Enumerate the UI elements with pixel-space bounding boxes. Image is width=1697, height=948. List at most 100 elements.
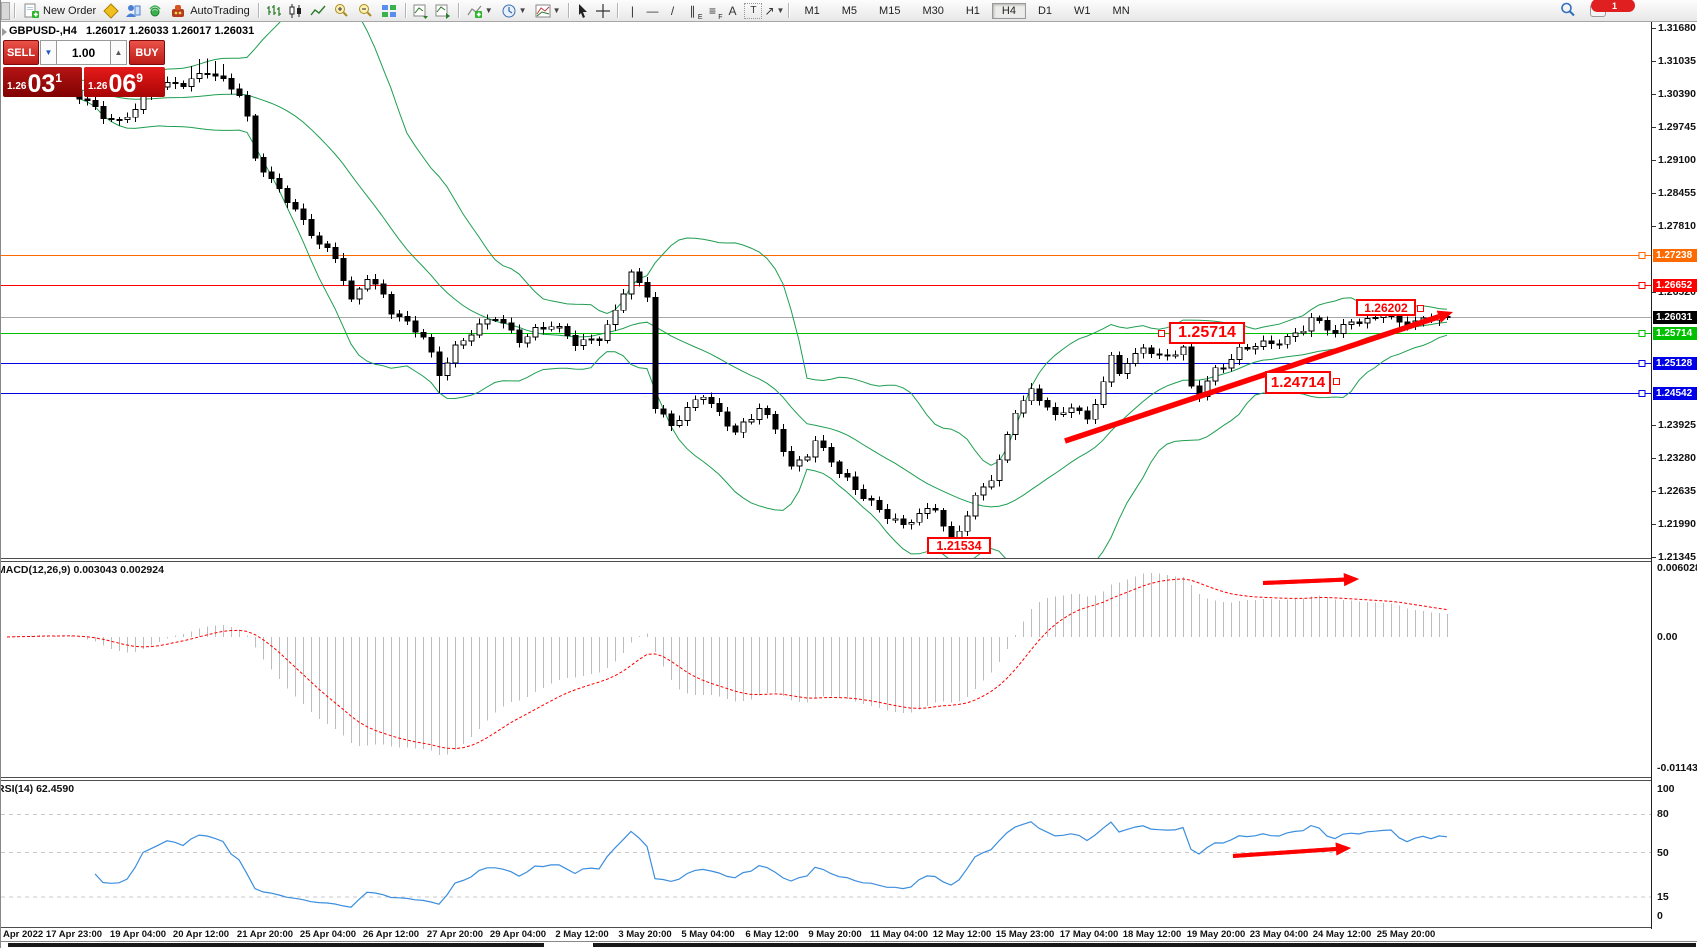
volume-field[interactable] <box>57 40 110 65</box>
equidistant-channel-tool-letter: E <box>697 13 703 21</box>
macd-pane[interactable]: MACD(12,26,9) 0.003043 0.002924 <box>1 562 1651 777</box>
volume-dropdown[interactable]: ▼ <box>40 40 57 65</box>
trendline-tool[interactable]: / <box>670 3 675 18</box>
templates-button[interactable]: ▼ <box>531 2 565 20</box>
sell-button[interactable]: SELL <box>3 40 39 65</box>
time-tick-label: 17 Apr 23:00 <box>45 929 103 940</box>
periods-button[interactable]: ▼ <box>497 2 531 20</box>
level-price-badge: 1.27238 <box>1653 249 1697 262</box>
chart-profile-icon[interactable] <box>413 3 429 19</box>
indicators-button[interactable]: ▼ <box>463 2 497 20</box>
timeframe-h1[interactable]: H1 <box>965 4 980 17</box>
candle-body <box>852 476 859 490</box>
one-click-panel-toggle[interactable] <box>2 28 7 36</box>
clock-icon <box>502 4 516 17</box>
timeframe-mn[interactable]: MN <box>1112 4 1130 17</box>
time-tick-label: 12 May 12:00 <box>932 929 992 940</box>
cursor-tool[interactable] <box>573 2 593 20</box>
candle-body <box>276 178 283 189</box>
horizontal-scrollbar[interactable] <box>1 942 1697 948</box>
time-axis[interactable]: Apr 2022 17 Apr 23:00 19 Apr 04:00 20 Apr 1… <box>1 929 1697 941</box>
line-chart-type-icon[interactable] <box>310 3 326 19</box>
volume-up-stepper[interactable]: ▲ <box>110 40 127 65</box>
strategy-tester-icon[interactable] <box>147 3 163 19</box>
rsi-line[interactable] <box>94 821 1448 908</box>
level-line-handle[interactable] <box>1638 390 1646 397</box>
macd-signal-line[interactable] <box>6 578 1448 750</box>
price-annotation[interactable]: 1.21534 <box>927 537 991 554</box>
price-annotation[interactable]: 1.24714 <box>1265 371 1331 394</box>
buy-price-tile[interactable]: 1.26 06 9 <box>84 67 165 97</box>
price-tick-mark <box>1652 94 1656 95</box>
candle-body <box>460 340 467 346</box>
level-line-handle[interactable] <box>1638 330 1646 337</box>
cursor-icon <box>579 3 588 18</box>
candle-body <box>572 335 579 347</box>
trend-arrow-line[interactable] <box>1064 314 1440 444</box>
toolbar: New Order AutoTrading <box>1 0 1697 22</box>
price-tick-mark <box>1652 160 1656 161</box>
fibonacci-retracement-tool[interactable]: ≡ F <box>708 3 723 21</box>
horizontal-line-tool[interactable]: — <box>646 3 659 18</box>
timeframe-m15[interactable]: M15 <box>879 4 901 17</box>
level-line-handle[interactable] <box>1638 252 1646 259</box>
market-watch-icon[interactable] <box>103 2 119 19</box>
new-order-button[interactable]: New Order <box>19 2 100 20</box>
pane-separator[interactable] <box>1 780 1697 781</box>
bollinger-upper-band[interactable] <box>54 22 1448 466</box>
candle-body <box>292 202 299 210</box>
annotation-anchor[interactable] <box>1417 305 1424 312</box>
vertical-line-tool[interactable]: | <box>630 3 635 18</box>
price-annotation[interactable]: 1.26202 <box>1356 299 1416 316</box>
candle-body <box>108 117 115 121</box>
pane-separator[interactable] <box>1 561 1697 562</box>
rsi-axis-label: 80 <box>1657 808 1669 820</box>
buy-button[interactable]: BUY <box>129 40 165 65</box>
trend-arrow-head[interactable] <box>1436 310 1453 323</box>
timeframe-w1[interactable]: W1 <box>1074 4 1091 17</box>
price-axis[interactable]: 1.31680 1.31035 1.30390 1.29745 1.29100 1.284… <box>1651 22 1697 941</box>
rsi-pane[interactable]: RSI(14) 62.4590 <box>1 781 1651 927</box>
annotation-anchor[interactable] <box>1333 378 1340 385</box>
zoom-in-icon[interactable] <box>333 3 349 19</box>
timeframe-m30[interactable]: M30 <box>922 4 944 17</box>
trend-arrow-line[interactable] <box>1232 847 1337 858</box>
sell-price-tile[interactable]: 1.26 03 1 <box>3 67 82 97</box>
trend-arrow-head[interactable] <box>1343 573 1359 587</box>
bollinger-middle-band[interactable] <box>54 87 1448 508</box>
zoom-out-icon[interactable] <box>357 3 373 19</box>
timeframe-h4[interactable]: H4 <box>991 2 1026 19</box>
timeframe-d1[interactable]: D1 <box>1037 4 1053 17</box>
tile-windows-icon[interactable] <box>381 3 397 19</box>
pane-separator[interactable] <box>1 558 1697 559</box>
level-line-handle[interactable] <box>1638 360 1646 367</box>
candle-body <box>428 336 435 353</box>
timeframe-m5[interactable]: M5 <box>841 4 858 17</box>
autotrading-button[interactable]: AutoTrading <box>166 2 254 20</box>
level-price-badge: 1.26652 <box>1653 279 1697 292</box>
bar-chart-type-icon[interactable] <box>266 3 282 19</box>
scrollbar-segment[interactable] <box>593 943 1696 947</box>
timeframe-m1[interactable]: M1 <box>804 4 820 17</box>
search-icon[interactable] <box>1560 2 1576 18</box>
text-label-tool[interactable]: T <box>744 2 763 19</box>
notifications-icon[interactable]: 1 <box>1590 0 1635 18</box>
annotation-anchor[interactable] <box>1158 330 1165 337</box>
candlestick-chart-type-icon[interactable] <box>288 3 304 19</box>
level-line-handle[interactable] <box>1638 282 1646 289</box>
trend-arrow-line[interactable] <box>1262 577 1345 585</box>
crosshair-tool[interactable] <box>593 2 613 20</box>
chart-profile-next-icon[interactable] <box>435 3 451 19</box>
data-window-icon[interactable] <box>125 3 141 19</box>
price-annotation[interactable]: 1.25714 <box>1169 322 1245 344</box>
candle-body <box>476 323 483 336</box>
candle-body <box>540 327 547 330</box>
text-tool[interactable]: A <box>728 3 737 18</box>
scrollbar-segment[interactable] <box>8 943 544 947</box>
main-chart-pane[interactable]: GBPUSD-,H4 1.26017 1.26033 1.26017 1.260… <box>1 22 1651 558</box>
candle-body <box>204 72 211 76</box>
arrows-tool[interactable]: ↗ ▼ <box>764 3 785 18</box>
trend-arrow-head[interactable] <box>1335 842 1351 856</box>
pane-separator[interactable] <box>1 777 1697 778</box>
equidistant-channel-tool[interactable]: ∥ E <box>689 3 703 21</box>
